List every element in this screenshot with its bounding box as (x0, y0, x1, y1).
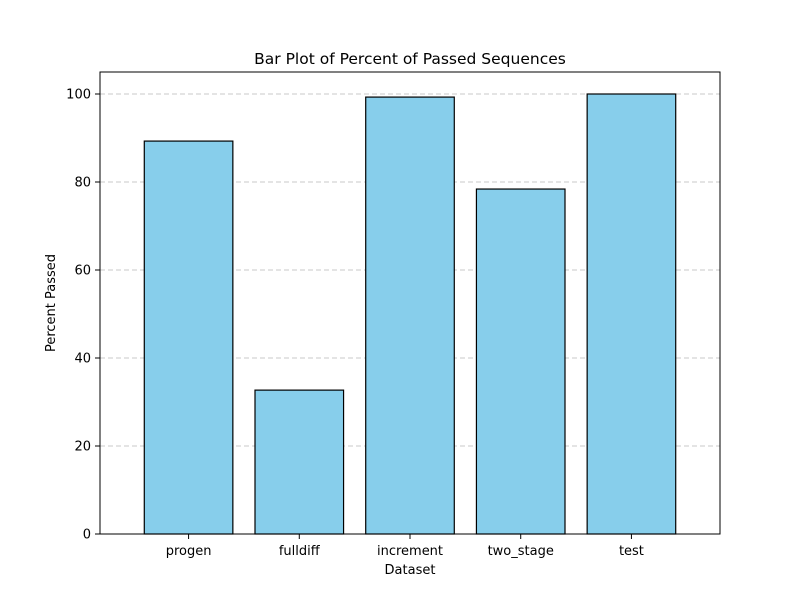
bars (143, 93, 677, 535)
bar-two-stage (475, 188, 566, 535)
y-tick-label: 0 (83, 528, 91, 543)
x-tick-label: test (619, 544, 644, 559)
y-axis-ticks: 0 20 40 60 80 100 (66, 88, 100, 543)
y-tick-label: 20 (74, 440, 91, 455)
bar-progen (143, 140, 234, 535)
x-tick-label: two_stage (488, 544, 554, 559)
y-tick-label: 60 (74, 264, 91, 279)
y-tick-label: 80 (74, 176, 91, 191)
chart-title: Bar Plot of Percent of Passed Sequences (254, 50, 566, 68)
bar-increment (365, 96, 455, 535)
y-tick-label: 100 (66, 88, 91, 103)
x-axis-ticks: progen fulldiff increment two_stage test (166, 534, 644, 559)
x-tick-label: progen (166, 544, 212, 559)
x-axis-label: Dataset (385, 563, 436, 578)
x-tick-label: fulldiff (279, 544, 321, 559)
y-tick-label: 40 (74, 352, 91, 367)
bar-fulldiff (254, 389, 345, 535)
x-tick-label: increment (377, 544, 443, 559)
y-axis-label: Percent Passed (44, 254, 59, 352)
bar-test (586, 93, 677, 535)
